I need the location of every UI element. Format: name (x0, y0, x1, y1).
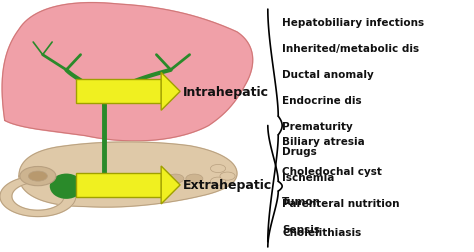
Text: Cholelithiasis: Cholelithiasis (282, 227, 361, 237)
Text: Endocrine dis: Endocrine dis (282, 95, 362, 105)
Polygon shape (76, 173, 161, 197)
Text: Choledochal cyst: Choledochal cyst (282, 166, 382, 176)
Polygon shape (76, 80, 161, 104)
Circle shape (220, 172, 235, 180)
Circle shape (20, 167, 56, 186)
Text: Ischemia: Ischemia (282, 173, 334, 182)
Circle shape (186, 174, 203, 183)
Circle shape (167, 174, 184, 183)
Text: Parenteral nutrition: Parenteral nutrition (282, 198, 400, 208)
Text: Extrahepatic: Extrahepatic (182, 179, 272, 192)
Text: Prematurity: Prematurity (282, 121, 353, 131)
Circle shape (105, 174, 122, 183)
Circle shape (28, 171, 47, 181)
Polygon shape (19, 142, 237, 207)
Text: Drugs: Drugs (282, 147, 317, 157)
Text: Inherited/metabolic dis: Inherited/metabolic dis (282, 44, 419, 54)
Text: Intrahepatic: Intrahepatic (182, 85, 268, 99)
Polygon shape (161, 73, 180, 111)
Polygon shape (2, 4, 253, 141)
Text: Sepsis: Sepsis (282, 224, 320, 234)
Text: Hepatobiliary infections: Hepatobiliary infections (282, 18, 424, 28)
Ellipse shape (50, 174, 83, 199)
Circle shape (210, 165, 226, 173)
Text: Ductal anomaly: Ductal anomaly (282, 70, 374, 79)
Text: Tumor: Tumor (282, 197, 319, 207)
Text: Biliary atresia: Biliary atresia (282, 136, 365, 146)
Circle shape (124, 174, 141, 183)
Polygon shape (0, 177, 76, 217)
Circle shape (148, 174, 165, 183)
Polygon shape (161, 166, 180, 204)
Circle shape (210, 177, 226, 185)
